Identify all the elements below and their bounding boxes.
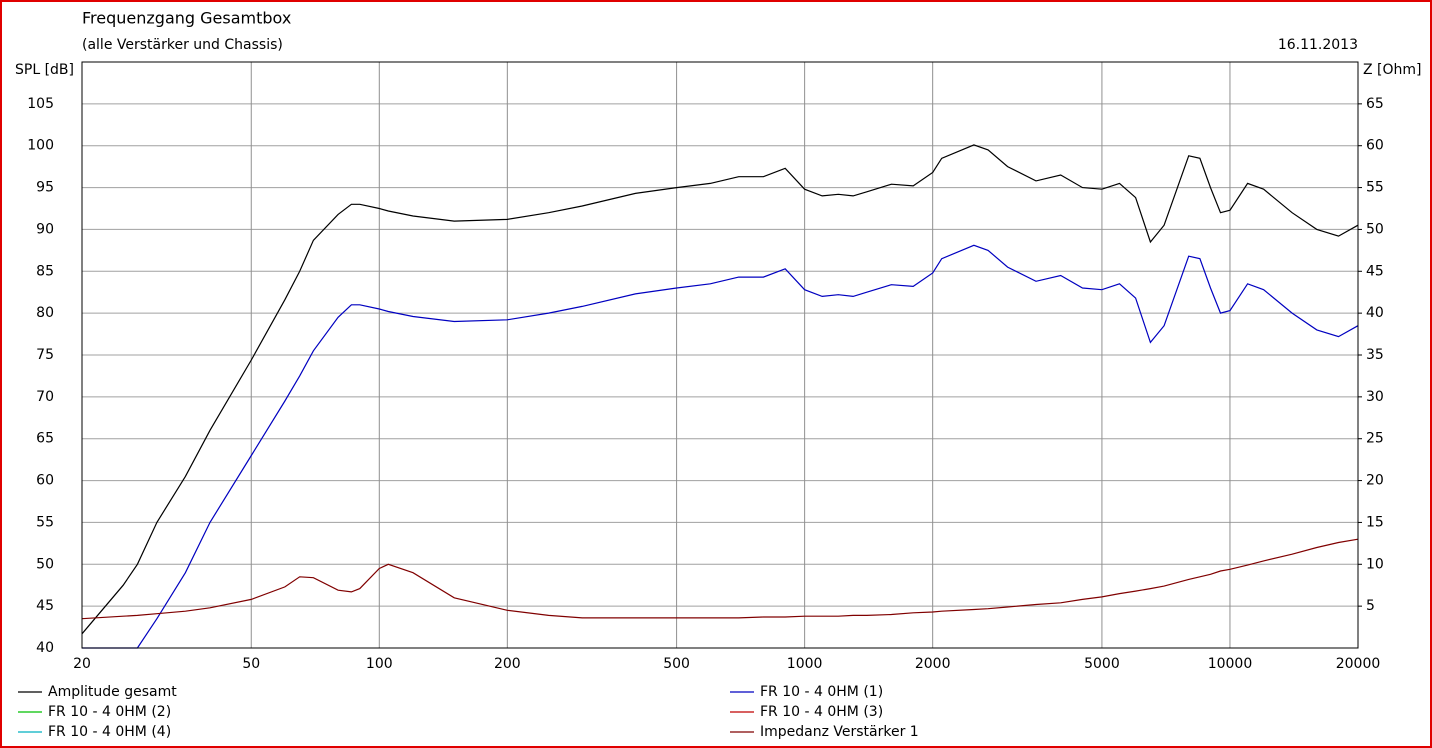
- y-tick-label: 100: [27, 138, 54, 154]
- y2-tick-label: 20: [1366, 473, 1384, 489]
- series-line: [82, 244, 1359, 649]
- y2-tick-label: 60: [1366, 138, 1384, 154]
- legend-label: FR 10 - 4 0HM (1): [760, 684, 883, 700]
- legend: Amplitude gesamt FR 10 - 4 0HM (1) FR 10 -…: [18, 684, 919, 740]
- y2-tick-label: 55: [1366, 180, 1384, 196]
- y2-tick-label: 65: [1366, 96, 1384, 112]
- y2-tick-label: 15: [1366, 514, 1384, 530]
- legend-label: FR 10 - 4 0HM (2): [48, 704, 171, 720]
- plot-frame: [81, 61, 1359, 649]
- x-tick-label: 500: [663, 656, 690, 672]
- y2-axis-label: Z [Ohm]: [1363, 62, 1422, 78]
- y-tick-label: 55: [36, 514, 54, 530]
- legend-label: FR 10 - 4 0HM (3): [760, 704, 883, 720]
- lines: [81, 144, 1359, 649]
- y2-tick-label: 30: [1366, 389, 1384, 405]
- y-tick-label: 85: [36, 263, 54, 279]
- x-tick-label: 20000: [1336, 656, 1381, 672]
- legend-label: Impedanz Verstärker 1: [760, 724, 919, 740]
- y-tick-label: 95: [36, 180, 54, 196]
- x-tick-label: 2000: [915, 656, 951, 672]
- y2-tick-label: 10: [1366, 556, 1384, 572]
- y-tick-label: 50: [36, 556, 54, 572]
- x-tick-label: 200: [494, 656, 521, 672]
- y2-tick-label: 25: [1366, 431, 1384, 447]
- x-tick-label: 50: [242, 656, 260, 672]
- x-tick-label: 10000: [1208, 656, 1253, 672]
- y-axis-label: SPL [dB]: [15, 62, 74, 78]
- x-tick-label: 5000: [1084, 656, 1120, 672]
- y2-tick-label: 35: [1366, 347, 1384, 363]
- y-tick-label: 75: [36, 347, 54, 363]
- y2-tick-label: 50: [1366, 221, 1384, 237]
- series-line: [81, 538, 1359, 620]
- y2-tick-label: 5: [1366, 598, 1375, 614]
- y-tick-label: 105: [27, 96, 54, 112]
- y-tick-label: 40: [36, 640, 54, 656]
- y-tick-label: 65: [36, 431, 54, 447]
- x-tick-label: 1000: [787, 656, 823, 672]
- legend-label: FR 10 - 4 0HM (4): [48, 724, 171, 740]
- y-tick-label: 90: [36, 221, 54, 237]
- grid: [81, 62, 1362, 649]
- y-tick-label: 80: [36, 305, 54, 321]
- y-tick-label: 60: [36, 473, 54, 489]
- y-tick-label: 70: [36, 389, 54, 405]
- legend-label: Amplitude gesamt: [48, 684, 177, 700]
- chart-date: 16.11.2013: [1278, 37, 1358, 53]
- series-line: [81, 144, 1359, 635]
- x-tick-label: 20: [73, 656, 91, 672]
- chart-subtitle: (alle Verstärker und Chassis): [82, 37, 283, 53]
- x-tick-label: 100: [366, 656, 393, 672]
- chart-title: Frequenzgang Gesamtbox: [82, 9, 291, 28]
- y2-tick-label: 45: [1366, 263, 1384, 279]
- y2-tick-label: 40: [1366, 305, 1384, 321]
- y-tick-label: 45: [36, 598, 54, 614]
